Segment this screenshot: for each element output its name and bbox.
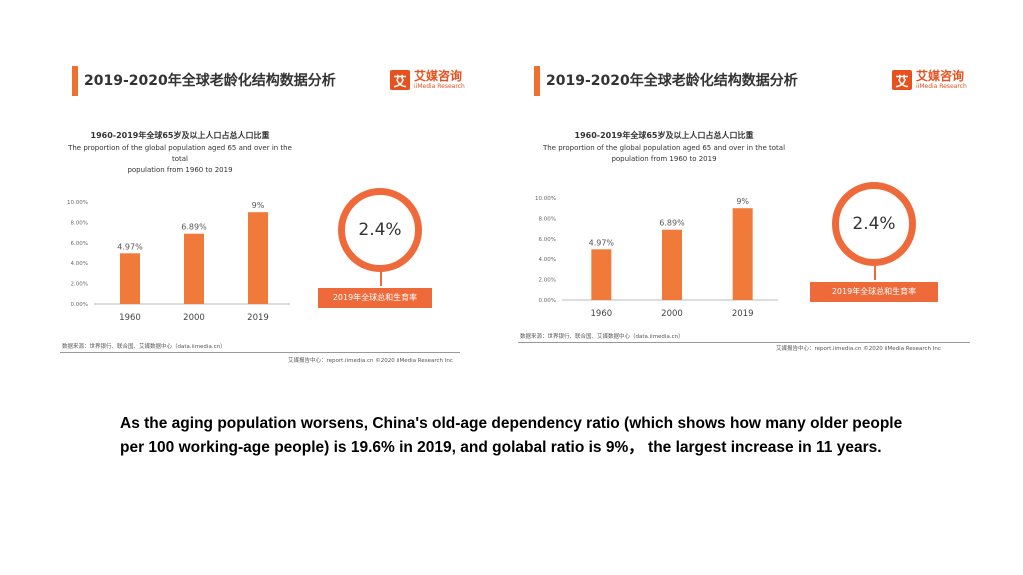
- data-label: 9%: [736, 197, 749, 206]
- bar-chart: 0.00% 2.00% 4.00% 6.00% 8.00% 10.00% 4.97% 1960…: [535, 196, 778, 319]
- title-accent-bar: [72, 66, 78, 96]
- y-tick-label: 2.00%: [71, 282, 88, 288]
- y-tick-label: 0.00%: [539, 298, 556, 304]
- logo-text-cn: 艾媒咨询: [916, 69, 965, 83]
- panel-title: 2019-2020年全球老龄化结构数据分析: [546, 73, 798, 89]
- data-label: 4.97%: [117, 242, 143, 251]
- divider: [60, 352, 460, 353]
- divider: [518, 342, 970, 343]
- logo-mark-icon: 艾: [892, 70, 912, 90]
- data-source: 数据来源：世界银行、联合国、艾媒数据中心（data.iimedia.cn）: [520, 334, 684, 340]
- chart-title: 1960-2019年全球65岁及以上人口占总人口比重 The proportio…: [60, 130, 300, 176]
- x-tick-label: 1960: [119, 313, 141, 323]
- bar-2000: [184, 233, 204, 304]
- ring-connector: [874, 266, 876, 280]
- x-tick-label: 2019: [247, 313, 269, 323]
- logo-mark-icon: 艾: [390, 70, 410, 90]
- logo-text-cn: 艾媒咨询: [414, 69, 463, 83]
- y-tick-label: 2.00%: [539, 278, 556, 284]
- fertility-rate-ring: 2.4%: [832, 182, 916, 266]
- data-label: 9%: [252, 201, 265, 210]
- y-tick-label: 4.00%: [539, 257, 556, 263]
- footer-credit: 艾媒报告中心：report.iimedia.cn ©2020 iiMedia R…: [776, 346, 941, 352]
- y-tick-label: 4.00%: [71, 261, 88, 267]
- x-tick-label: 2000: [183, 313, 205, 323]
- ring-connector: [380, 272, 382, 286]
- right-panel: 2019-2020年全球老龄化结构数据分析 艾 艾媒咨询 iiMedia Res…: [518, 66, 976, 362]
- chart-title: 1960-2019年全球65岁及以上人口占总人口比重 The proportio…: [526, 130, 802, 165]
- fertility-rate-ring: 2.4%: [338, 188, 422, 272]
- y-tick-label: 8.00%: [539, 216, 556, 222]
- x-tick-label: 2019: [732, 309, 754, 319]
- chart-title-cn: 1960-2019年全球65岁及以上人口占总人口比重: [574, 131, 754, 140]
- panel-title: 2019-2020年全球老龄化结构数据分析: [84, 73, 336, 89]
- left-panel: 2019-2020年全球老龄化结构数据分析 艾 艾媒咨询 iiMedia Res…: [60, 66, 478, 366]
- chart-title-cn: 1960-2019年全球65岁及以上人口占总人口比重: [90, 131, 270, 140]
- chart-title-en-line1: The proportion of the global population …: [68, 143, 292, 163]
- y-tick-label: 6.00%: [71, 241, 88, 247]
- data-label: 6.89%: [181, 223, 207, 232]
- x-tick-label: 1960: [591, 309, 613, 319]
- bar-1960: [591, 249, 612, 300]
- slide-caption: As the aging population worsens, China's…: [120, 415, 903, 456]
- y-tick-label: 10.00%: [535, 196, 556, 202]
- y-tick-label: 6.00%: [539, 237, 556, 243]
- logo-text-en: iiMedia Research: [916, 83, 967, 90]
- iimedia-logo: 艾 艾媒咨询 iiMedia Research: [390, 70, 465, 90]
- bar-2019: [732, 208, 753, 300]
- chart-title-en-line2: population from 1960 to 2019: [127, 166, 233, 175]
- bar-2019: [248, 212, 268, 304]
- bar-1960: [120, 253, 140, 304]
- fertility-rate-label: 2019年全球总和生育率: [810, 282, 938, 302]
- data-label: 6.89%: [659, 219, 685, 228]
- y-tick-label: 0.00%: [71, 302, 88, 308]
- footer-credit: 艾媒报告中心：report.iimedia.cn ©2020 iiMedia R…: [288, 358, 453, 364]
- bar-2000: [662, 229, 682, 300]
- x-tick-label: 2000: [661, 309, 683, 319]
- y-tick-label: 10.00%: [67, 200, 88, 206]
- bar-chart: 0.00% 2.00% 4.00% 6.00% 8.00% 10.00% 4.97% 1960…: [67, 200, 290, 323]
- chart-title-en-line2: population from 1960 to 2019: [611, 154, 717, 163]
- data-source: 数据来源：世界银行、联合国、艾媒数据中心（data.iimedia.cn）: [62, 344, 226, 350]
- fertility-rate-label: 2019年全球总和生育率: [318, 288, 432, 308]
- y-tick-label: 8.00%: [71, 220, 88, 226]
- chart-title-en-line1: The proportion of the global population …: [542, 143, 786, 152]
- logo-text-en: iiMedia Research: [414, 83, 465, 90]
- title-accent-bar: [534, 66, 540, 96]
- iimedia-logo: 艾 艾媒咨询 iiMedia Research: [892, 70, 967, 90]
- data-label: 4.97%: [589, 238, 615, 247]
